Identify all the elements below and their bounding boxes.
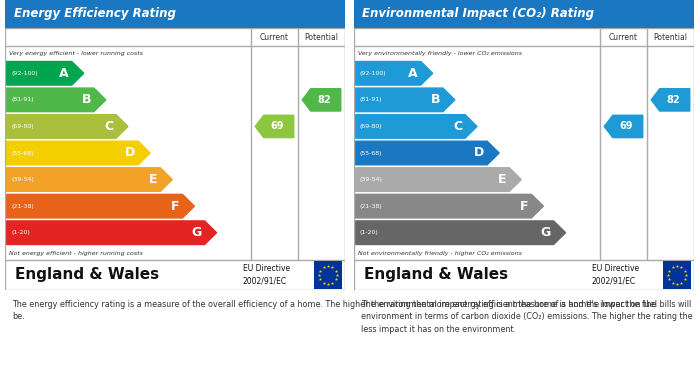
- Text: (81-91): (81-91): [11, 97, 34, 102]
- Text: C: C: [453, 120, 462, 133]
- Polygon shape: [356, 88, 455, 112]
- Text: A: A: [59, 67, 69, 80]
- Polygon shape: [6, 221, 216, 244]
- Text: EU Directive
2002/91/EC: EU Directive 2002/91/EC: [243, 264, 290, 285]
- Polygon shape: [6, 61, 84, 85]
- Text: Current: Current: [609, 32, 638, 41]
- Text: D: D: [474, 147, 484, 160]
- Text: (39-54): (39-54): [11, 177, 34, 182]
- Text: The energy efficiency rating is a measure of the overall efficiency of a home. T: The energy efficiency rating is a measur…: [12, 300, 691, 321]
- Polygon shape: [6, 141, 150, 165]
- Text: A: A: [408, 67, 418, 80]
- Text: (92-100): (92-100): [11, 71, 38, 76]
- Text: G: G: [191, 226, 202, 239]
- Text: (55-68): (55-68): [360, 151, 382, 156]
- Text: F: F: [171, 200, 179, 213]
- Text: (69-80): (69-80): [11, 124, 34, 129]
- Text: 69: 69: [620, 122, 633, 131]
- Text: 82: 82: [317, 95, 331, 105]
- Polygon shape: [6, 115, 128, 138]
- Text: 69: 69: [270, 122, 284, 131]
- Text: Environmental Impact (CO₂) Rating: Environmental Impact (CO₂) Rating: [363, 7, 594, 20]
- Text: Very environmentally friendly - lower CO₂ emissions: Very environmentally friendly - lower CO…: [358, 50, 522, 56]
- Polygon shape: [356, 115, 477, 138]
- Text: E: E: [498, 173, 506, 186]
- Polygon shape: [356, 194, 543, 218]
- Text: Potential: Potential: [654, 32, 687, 41]
- Text: (55-68): (55-68): [11, 151, 34, 156]
- Text: (69-80): (69-80): [360, 124, 383, 129]
- Text: The environmental impact rating is a measure of a home's impact on the environme: The environmental impact rating is a mea…: [360, 300, 692, 334]
- Text: (21-38): (21-38): [360, 204, 383, 209]
- Text: D: D: [125, 147, 135, 160]
- Text: B: B: [81, 93, 91, 106]
- Text: EU Directive
2002/91/EC: EU Directive 2002/91/EC: [592, 264, 639, 285]
- Polygon shape: [604, 115, 643, 138]
- Text: (39-54): (39-54): [360, 177, 383, 182]
- Text: C: C: [104, 120, 113, 133]
- Polygon shape: [356, 61, 433, 85]
- Text: England & Wales: England & Wales: [364, 267, 508, 283]
- Polygon shape: [6, 88, 106, 112]
- Text: Not environmentally friendly - higher CO₂ emissions: Not environmentally friendly - higher CO…: [358, 251, 522, 255]
- Text: B: B: [430, 93, 440, 106]
- Text: G: G: [540, 226, 551, 239]
- Text: (21-38): (21-38): [11, 204, 34, 209]
- Polygon shape: [651, 89, 690, 111]
- Text: E: E: [149, 173, 158, 186]
- Text: Potential: Potential: [304, 32, 339, 41]
- Text: Very energy efficient - lower running costs: Very energy efficient - lower running co…: [9, 50, 143, 56]
- Polygon shape: [356, 168, 522, 191]
- Text: Current: Current: [260, 32, 289, 41]
- Polygon shape: [356, 141, 499, 165]
- Polygon shape: [256, 115, 294, 138]
- Polygon shape: [6, 194, 195, 218]
- Text: (81-91): (81-91): [360, 97, 383, 102]
- Text: (1-20): (1-20): [11, 230, 29, 235]
- Text: (92-100): (92-100): [360, 71, 386, 76]
- Text: 82: 82: [666, 95, 680, 105]
- Polygon shape: [6, 168, 172, 191]
- Text: Not energy efficient - higher running costs: Not energy efficient - higher running co…: [9, 251, 143, 255]
- Text: F: F: [520, 200, 528, 213]
- Text: Energy Efficiency Rating: Energy Efficiency Rating: [13, 7, 176, 20]
- Text: England & Wales: England & Wales: [15, 267, 160, 283]
- Polygon shape: [356, 221, 566, 244]
- Text: (1-20): (1-20): [360, 230, 379, 235]
- Polygon shape: [302, 89, 341, 111]
